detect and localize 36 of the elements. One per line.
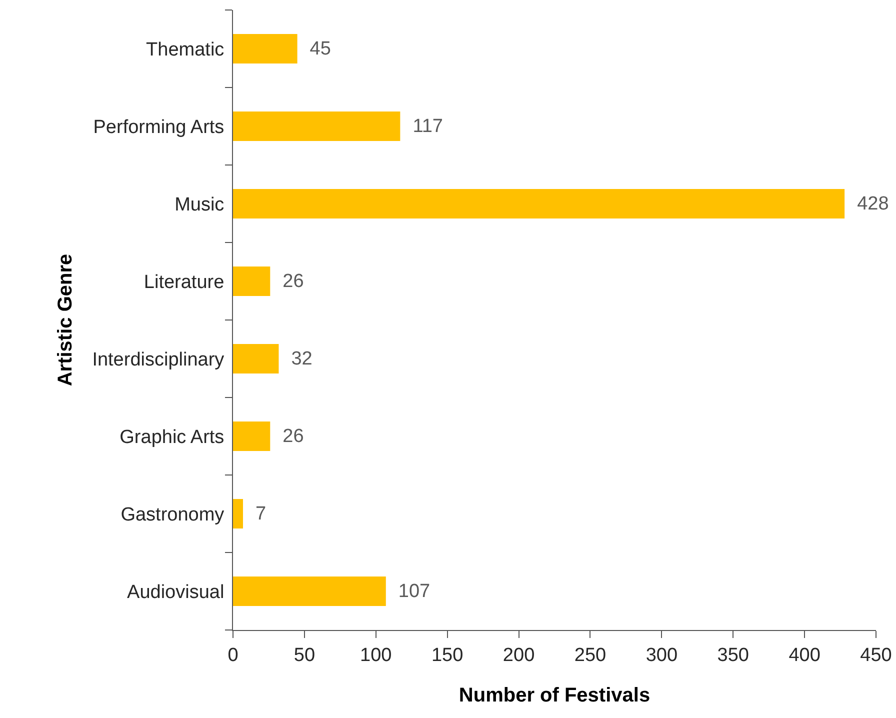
data-label: 26 xyxy=(273,426,304,447)
x-tick-label: 350 xyxy=(717,644,749,666)
data-label: 45 xyxy=(300,38,331,60)
bar xyxy=(233,266,270,296)
x-tick-label: 300 xyxy=(646,644,678,666)
y-tick-label: Audiovisual xyxy=(127,582,224,603)
x-axis-title: Number of Festivals xyxy=(458,684,650,706)
bar xyxy=(233,344,279,374)
bar xyxy=(233,576,386,606)
x-tick-label: 50 xyxy=(294,644,316,666)
x-tick-label: 250 xyxy=(574,644,606,666)
data-label: 107 xyxy=(388,580,430,602)
x-tick-label: 100 xyxy=(360,644,392,666)
y-tick-label: Literature xyxy=(144,272,224,293)
x-tick-label: 150 xyxy=(431,644,464,666)
x-tick-label: 0 xyxy=(228,644,238,666)
data-label: 428 xyxy=(848,193,889,214)
data-label: 7 xyxy=(246,503,266,524)
bar xyxy=(233,112,400,141)
x-tick-label: 400 xyxy=(788,644,820,666)
bar xyxy=(233,189,845,218)
y-tick-label: Performing Arts xyxy=(93,116,224,138)
data-label: 117 xyxy=(403,116,443,137)
y-tick-label: Music xyxy=(174,194,224,216)
y-tick-label: Gastronomy xyxy=(120,504,225,526)
bar xyxy=(233,422,270,451)
y-tick-label: Graphic Arts xyxy=(120,426,224,448)
data-label: 32 xyxy=(282,348,312,370)
y-axis-title: Artistic Genre xyxy=(54,254,77,386)
bar xyxy=(233,499,243,528)
y-tick-label: Thematic xyxy=(146,39,224,60)
x-tick-label: 200 xyxy=(502,644,535,666)
data-label: 26 xyxy=(273,270,304,292)
x-tick-label: 450 xyxy=(860,644,892,666)
y-tick-label: Interdisciplinary xyxy=(92,349,225,370)
bar xyxy=(233,34,298,64)
